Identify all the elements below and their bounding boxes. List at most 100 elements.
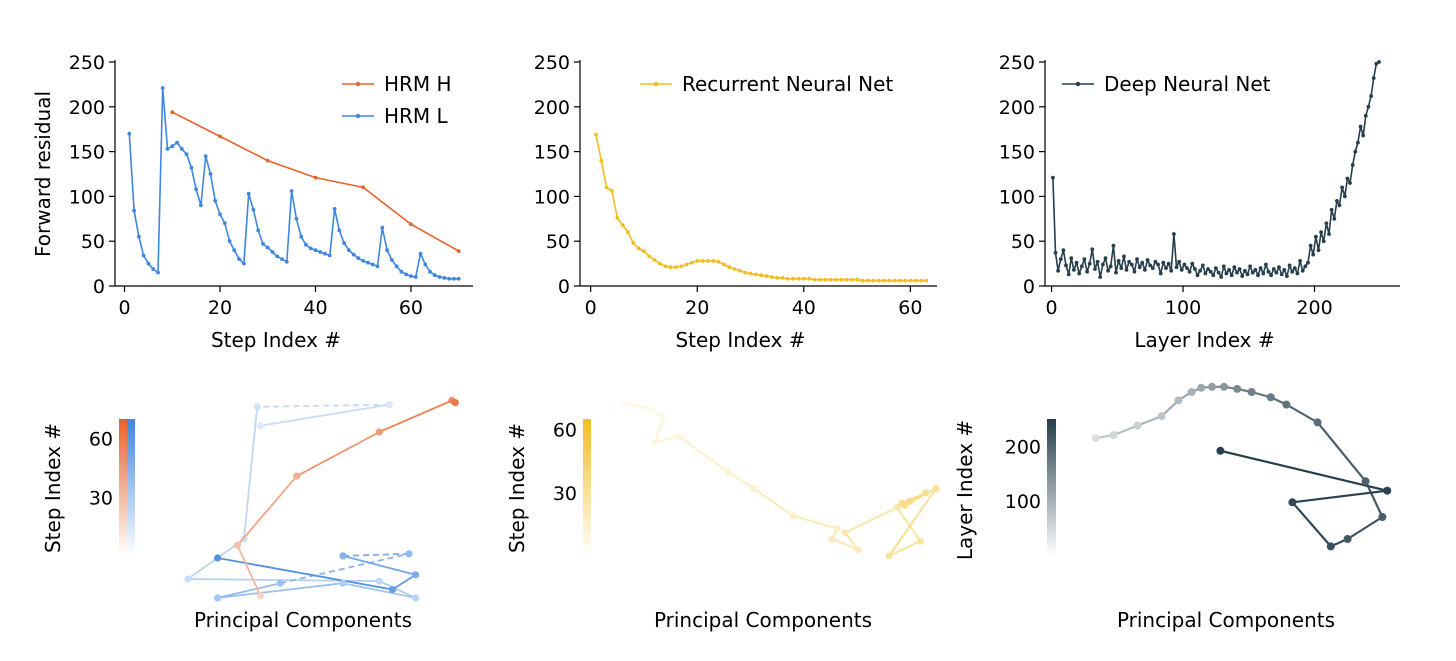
data-point [1366, 104, 1371, 109]
data-point [604, 185, 609, 190]
data-point [413, 275, 418, 279]
x-tick: 0 [585, 297, 597, 319]
data-point [1093, 267, 1097, 271]
data-point [366, 260, 370, 265]
colorbar-tick-label: 200 [1005, 436, 1041, 458]
trajectory-point [388, 585, 397, 594]
data-point [738, 268, 742, 273]
y-tick-label: 0 [1023, 276, 1035, 298]
x-tick: 40 [792, 297, 816, 319]
trajectory-segment [392, 574, 417, 591]
trajectory-point [1091, 434, 1100, 443]
y-tick-label: 50 [81, 231, 105, 253]
data-point [1350, 163, 1355, 167]
trajectory-segment [280, 552, 410, 585]
x-tick-label: 0 [1046, 297, 1058, 319]
x-tick-label: 40 [303, 297, 327, 319]
data-point [1074, 260, 1079, 265]
data-point [1079, 264, 1084, 269]
data-point [1082, 257, 1087, 261]
data-point [743, 270, 748, 275]
data-point [668, 265, 673, 270]
data-point [418, 251, 423, 256]
data-point [1274, 270, 1279, 275]
data-point [1335, 199, 1339, 203]
trajectory-segment [1292, 489, 1388, 504]
trajectory-point [922, 489, 930, 497]
trajectory-segment [792, 515, 838, 530]
y-tick-label: 0 [558, 276, 570, 298]
data-point [390, 258, 394, 262]
y-tick: 150 [69, 142, 105, 164]
trajectory-point [1383, 486, 1392, 495]
data-point [327, 253, 332, 258]
data-point [456, 249, 461, 254]
data-point [184, 152, 189, 157]
y-tick: 50 [1011, 231, 1035, 253]
data-point [1279, 272, 1284, 277]
data-point [1277, 265, 1281, 270]
data-point [1098, 275, 1103, 279]
trajectory-segment [727, 471, 755, 490]
data-point [1164, 266, 1168, 270]
colorbar [119, 419, 127, 556]
data-point [370, 262, 375, 267]
data-point [1172, 232, 1176, 236]
trajectory-point [1220, 382, 1228, 391]
x-axis-label: Principal Components [1117, 608, 1335, 632]
y-tick: 250 [534, 52, 570, 74]
trajectory-point [1133, 421, 1142, 430]
data-point [1058, 257, 1063, 261]
data-point [1064, 263, 1068, 268]
data-point [213, 199, 218, 203]
y-tick: 100 [69, 186, 105, 208]
trajectory-point [184, 575, 192, 583]
data-point [1235, 270, 1239, 275]
data-point [1219, 275, 1224, 279]
data-point [833, 277, 838, 282]
data-point [1185, 266, 1189, 270]
data-point [1361, 133, 1366, 138]
y-tick-label: 50 [1011, 231, 1035, 253]
x-tick-label: 60 [898, 297, 922, 319]
data-point [432, 273, 437, 278]
x-tick-label: 100 [1165, 297, 1201, 319]
data-point [289, 189, 294, 193]
data-point [203, 154, 208, 159]
x-tick: 100 [1165, 297, 1201, 319]
data-point [1108, 264, 1113, 269]
x-tick-label: 40 [792, 297, 816, 319]
data-point [1056, 268, 1060, 273]
data-point [1224, 271, 1229, 276]
colorbar-tick: 200 [1005, 436, 1041, 458]
trajectory-point [916, 537, 925, 545]
data-point [1308, 243, 1313, 248]
data-point [194, 187, 199, 192]
colorbar-tick-label: 60 [89, 429, 113, 451]
data-point [1319, 230, 1323, 235]
data-point [1132, 269, 1137, 274]
x-tick-label: 20 [208, 297, 232, 319]
data-point [716, 259, 721, 264]
trajectory-segment [187, 578, 380, 582]
legend: Deep Neural Net [1062, 72, 1271, 96]
data-point [1135, 257, 1139, 261]
trajectory-point [375, 577, 383, 585]
trajectory-point [675, 432, 683, 440]
data-point [1298, 259, 1302, 263]
data-point [1303, 264, 1308, 269]
data-point [1240, 274, 1245, 278]
colorbar [127, 419, 135, 556]
colorbar-tick: 100 [1005, 491, 1041, 513]
data-point [337, 228, 342, 233]
data-point [1119, 266, 1124, 270]
data-point [160, 86, 165, 90]
colorbar-label: Step Index # [41, 423, 65, 553]
data-point [1140, 260, 1145, 265]
y-tick: 200 [534, 97, 570, 119]
data-point [769, 275, 774, 279]
data-point [775, 276, 779, 280]
trajectory-segment [753, 487, 794, 517]
trajectory-point [898, 499, 906, 507]
data-point [876, 278, 881, 283]
